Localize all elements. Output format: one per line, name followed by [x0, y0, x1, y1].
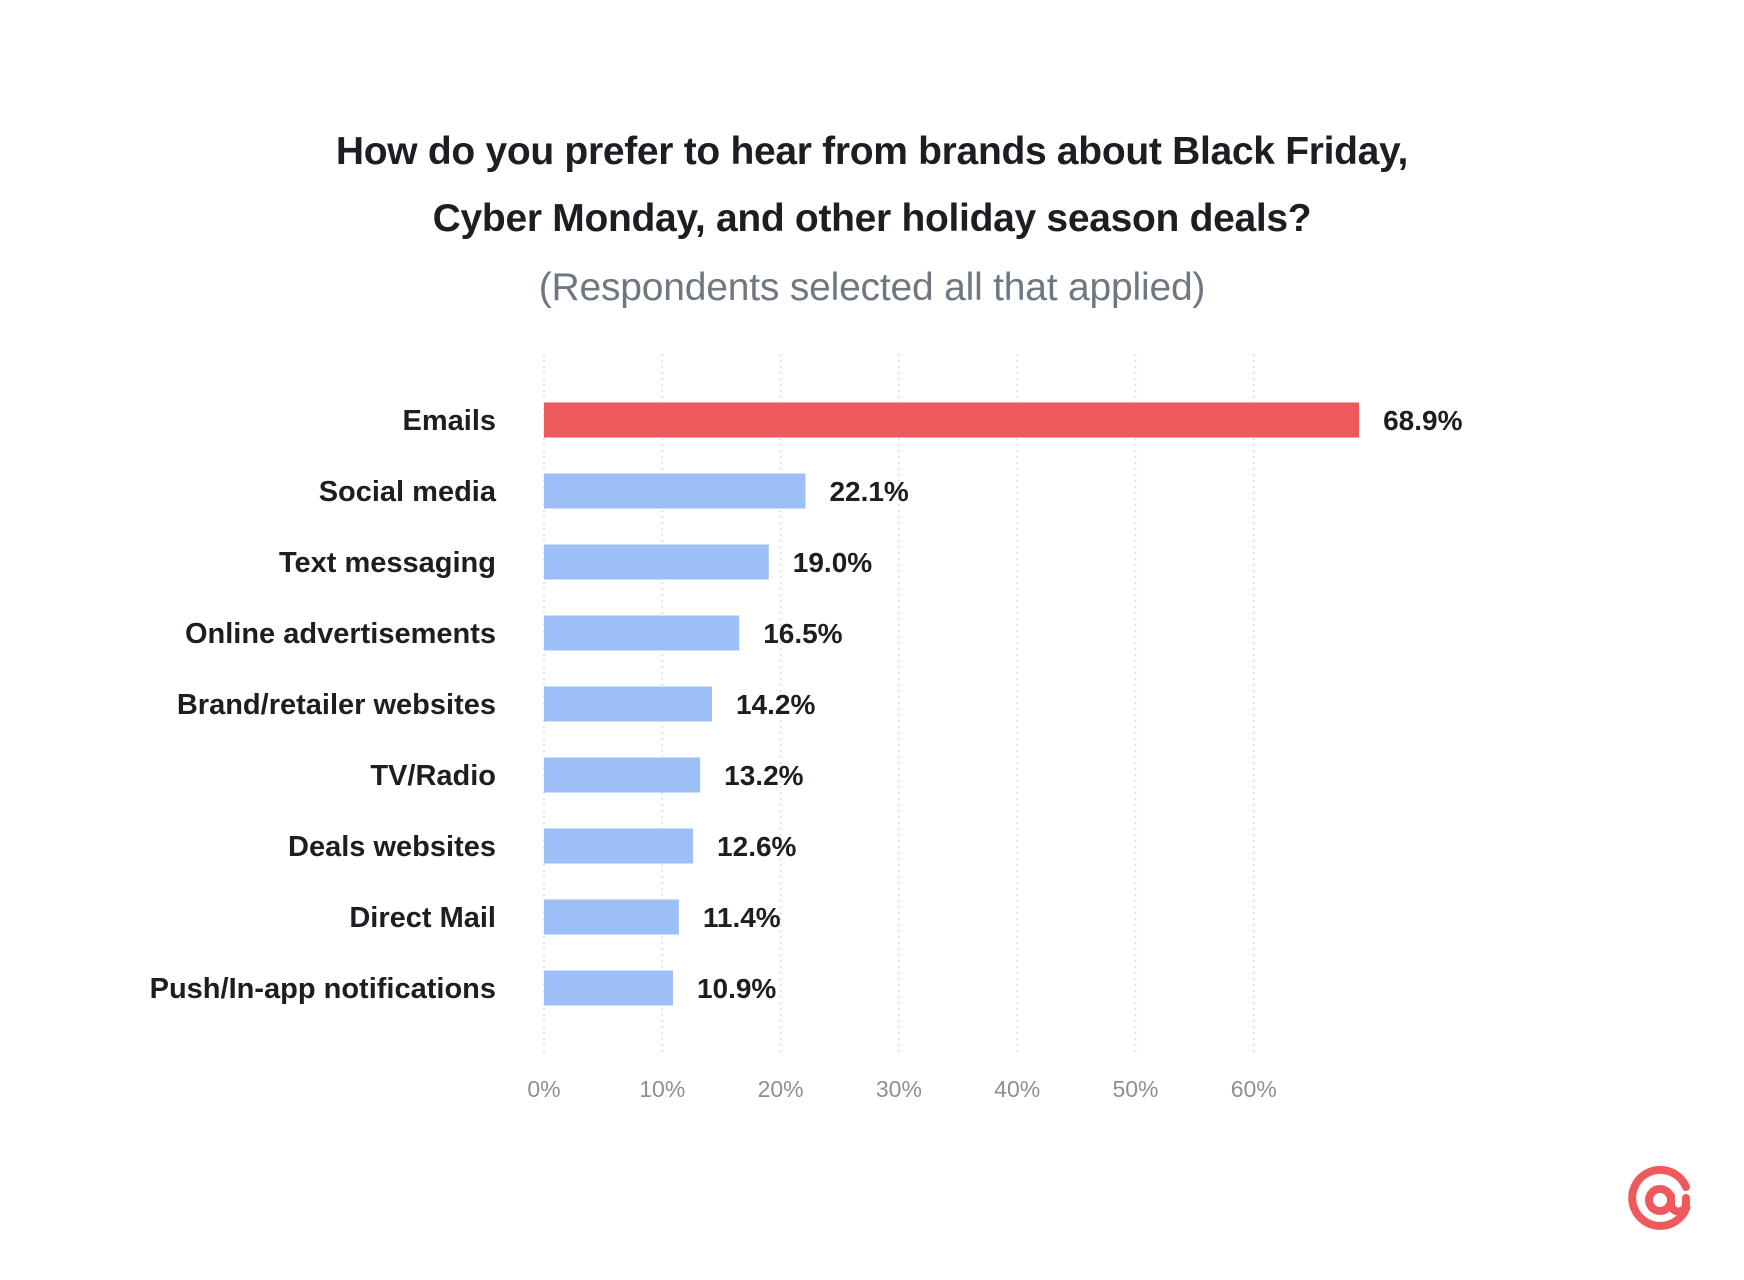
value-label: 22.1% — [829, 476, 908, 507]
bars — [544, 402, 1360, 1006]
bar — [544, 473, 806, 509]
category-label: Emails — [403, 405, 497, 437]
value-label: 11.4% — [703, 902, 781, 933]
at-sign-logo-icon — [1628, 1165, 1691, 1230]
bar — [544, 615, 740, 651]
category-label: Social media — [319, 476, 497, 508]
category-label: Online advertisements — [185, 618, 496, 650]
value-label: 14.2% — [736, 689, 815, 720]
bar — [544, 686, 712, 722]
category-label: Deals websites — [288, 831, 496, 863]
bar — [544, 757, 701, 793]
value-labels: 68.9% 22.1% 19.0% 16.5% 14.2% 13.2% 12.6% 11.4%… — [697, 405, 1463, 1004]
chart-title-line-2: Cyber Monday, and other holiday season d… — [432, 197, 1312, 240]
category-label: Direct Mail — [349, 902, 496, 934]
value-label: 13.2% — [724, 760, 803, 791]
category-label: Push/In-app notifications — [150, 973, 496, 1005]
bar — [544, 899, 679, 935]
bar — [544, 544, 769, 580]
bar — [544, 402, 1360, 438]
x-tick-label: 20% — [758, 1076, 804, 1102]
value-label: 16.5% — [763, 618, 842, 649]
category-label: Brand/retailer websites — [177, 689, 496, 721]
chart-title-line-1: How do you prefer to hear from brands ab… — [335, 130, 1409, 173]
x-tick-label: 0% — [527, 1076, 560, 1102]
x-tick-label: 50% — [1112, 1076, 1158, 1102]
x-tick-label: 40% — [994, 1076, 1040, 1102]
value-label: 10.9% — [697, 973, 776, 1004]
x-tick-label: 30% — [876, 1076, 922, 1102]
value-label: 68.9% — [1383, 405, 1462, 436]
x-tick-label: 10% — [639, 1076, 685, 1102]
x-tick-label: 60% — [1231, 1076, 1277, 1102]
bar — [544, 828, 694, 864]
bar — [544, 970, 673, 1006]
category-label: Text messaging — [279, 547, 496, 579]
value-label: 12.6% — [717, 831, 796, 862]
category-label: TV/Radio — [370, 760, 496, 792]
value-label: 19.0% — [793, 547, 872, 578]
x-axis-ticks: 0% 10% 20% 30% 40% 50% 60% — [527, 1076, 1276, 1102]
category-labels: Emails Social media Text messaging Online a… — [150, 405, 497, 1005]
chart-subtitle: (Respondents selected all that applied) — [538, 266, 1206, 309]
